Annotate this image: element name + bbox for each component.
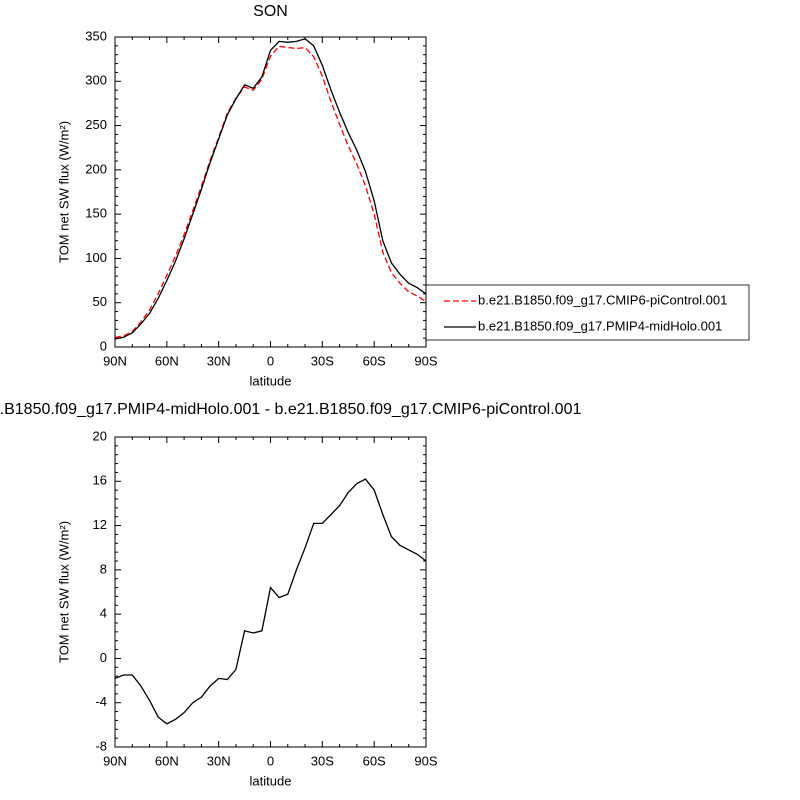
x-tick-label: 90N xyxy=(103,353,127,368)
x-tick-label: 0 xyxy=(267,753,274,768)
x-tick-label: 90N xyxy=(103,753,127,768)
y-tick-label: 16 xyxy=(93,473,107,488)
y-axis-label: TOM net SW flux (W/m²) xyxy=(56,121,71,263)
x-tick-label: 30S xyxy=(311,753,334,768)
x-tick-label: 60N xyxy=(155,753,179,768)
y-tick-label: 100 xyxy=(85,250,107,265)
y-axis-label: TOM net SW flux (W/m²) xyxy=(56,521,71,663)
x-tick-label: 90S xyxy=(414,753,437,768)
y-tick-label: 50 xyxy=(93,294,107,309)
y-tick-label: 350 xyxy=(85,28,107,43)
plot-frame xyxy=(114,36,427,348)
x-tick-label: 60S xyxy=(363,753,386,768)
x-axis-label: latitude xyxy=(250,373,292,388)
y-tick-label: 200 xyxy=(85,161,107,176)
y-tick-label: 4 xyxy=(100,606,107,621)
data-line xyxy=(114,38,427,340)
chart-title: SON xyxy=(253,3,288,20)
legend-box xyxy=(425,284,750,341)
legend-label: b.e21.B1850.f09_g17.CMIP6-piControl.001 xyxy=(478,292,727,307)
x-tick-label: 60S xyxy=(363,353,386,368)
y-tick-label: -4 xyxy=(95,694,107,709)
legend-label: b.e21.B1850.f09_g17.PMIP4-midHolo.001 xyxy=(478,318,722,333)
x-axis-label: latitude xyxy=(250,773,292,788)
x-tick-label: 30S xyxy=(311,353,334,368)
data-line xyxy=(114,478,427,725)
x-tick-label: 90S xyxy=(414,353,437,368)
x-tick-label: 0 xyxy=(267,353,274,368)
y-tick-label: 8 xyxy=(100,561,107,576)
y-tick-label: 0 xyxy=(100,338,107,353)
y-tick-label: 250 xyxy=(85,117,107,132)
x-tick-label: 30N xyxy=(207,753,231,768)
y-tick-label: 0 xyxy=(100,650,107,665)
x-tick-label: 30N xyxy=(207,353,231,368)
chart-title: b.e21.B1850.f09_g17.PMIP4-midHolo.001 - … xyxy=(0,401,581,418)
y-tick-label: 12 xyxy=(93,517,107,532)
data-line xyxy=(114,45,427,339)
plot-frame xyxy=(114,436,427,748)
x-tick-label: 60N xyxy=(155,353,179,368)
y-tick-label: -8 xyxy=(95,738,107,753)
y-tick-label: 300 xyxy=(85,73,107,88)
y-tick-label: 150 xyxy=(85,206,107,221)
y-tick-label: 20 xyxy=(93,428,107,443)
